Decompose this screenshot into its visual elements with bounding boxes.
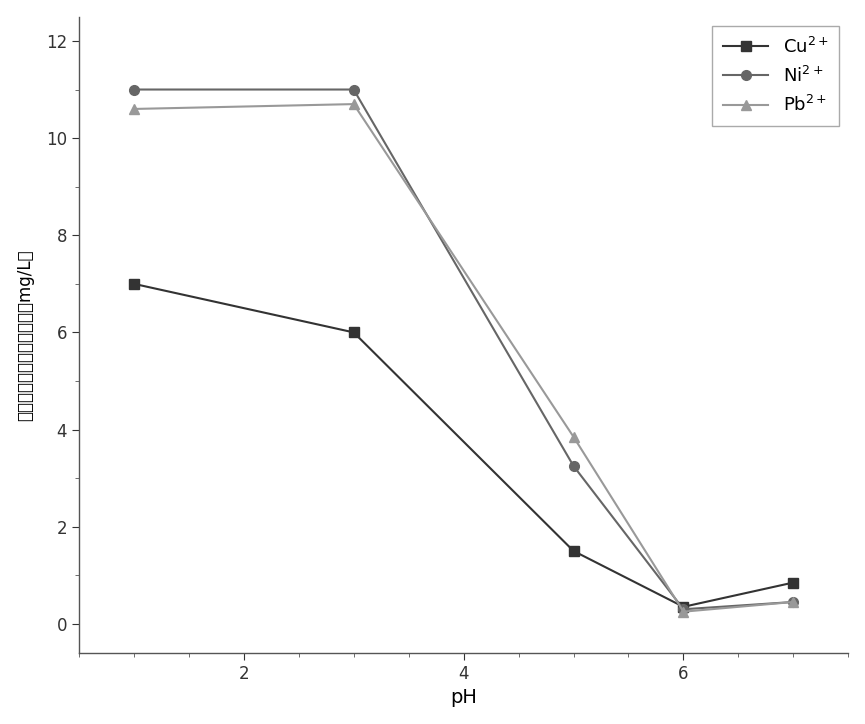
Ni$^{2+}$ bbox=[349, 85, 359, 94]
Cu$^{2+}$ bbox=[788, 578, 798, 587]
Pb$^{2+}$ bbox=[788, 597, 798, 606]
Pb$^{2+}$ bbox=[678, 607, 689, 616]
Ni$^{2+}$ bbox=[788, 597, 798, 606]
Legend: Cu$^{2+}$, Ni$^{2+}$, Pb$^{2+}$: Cu$^{2+}$, Ni$^{2+}$, Pb$^{2+}$ bbox=[712, 25, 839, 126]
Cu$^{2+}$ bbox=[568, 547, 579, 555]
Line: Pb$^{2+}$: Pb$^{2+}$ bbox=[129, 99, 798, 617]
Pb$^{2+}$ bbox=[129, 104, 139, 113]
Pb$^{2+}$ bbox=[568, 432, 579, 441]
Cu$^{2+}$ bbox=[129, 279, 139, 288]
Pb$^{2+}$ bbox=[349, 100, 359, 109]
Ni$^{2+}$ bbox=[678, 605, 689, 614]
Line: Cu$^{2+}$: Cu$^{2+}$ bbox=[129, 279, 798, 612]
Cu$^{2+}$ bbox=[349, 328, 359, 337]
X-axis label: pH: pH bbox=[450, 689, 477, 707]
Line: Ni$^{2+}$: Ni$^{2+}$ bbox=[129, 85, 798, 614]
Ni$^{2+}$ bbox=[129, 85, 139, 94]
Y-axis label: 滤液中剩余金属离子浓度（mg/L）: 滤液中剩余金属离子浓度（mg/L） bbox=[16, 249, 35, 421]
Cu$^{2+}$ bbox=[678, 602, 689, 611]
Ni$^{2+}$ bbox=[568, 462, 579, 471]
